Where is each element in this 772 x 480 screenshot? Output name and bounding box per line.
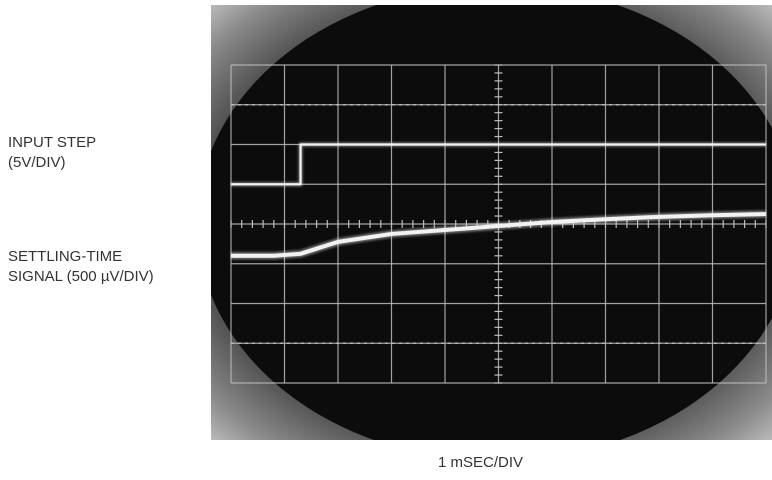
settling-time-label-line2: SIGNAL (500 µV/DIV) [8,268,154,285]
oscilloscope-screen [211,5,772,440]
x-axis-label: 1 mSEC/DIV [438,454,524,471]
crt-face [211,5,772,440]
input-step-trace [231,143,766,186]
input-step-label-line2: (5V/DIV) [8,154,66,171]
input-step-label: INPUT STEP (5V/DIV) [8,133,96,173]
input-step-label-line1: INPUT STEP [8,134,97,151]
settling-time-trace [231,212,767,258]
settling-time-label-line1: SETTLING-TIME [8,248,123,265]
settling-time-label: SETTLING-TIME SIGNAL (500 µV/DIV) [8,247,154,287]
trace-layer [230,142,767,260]
